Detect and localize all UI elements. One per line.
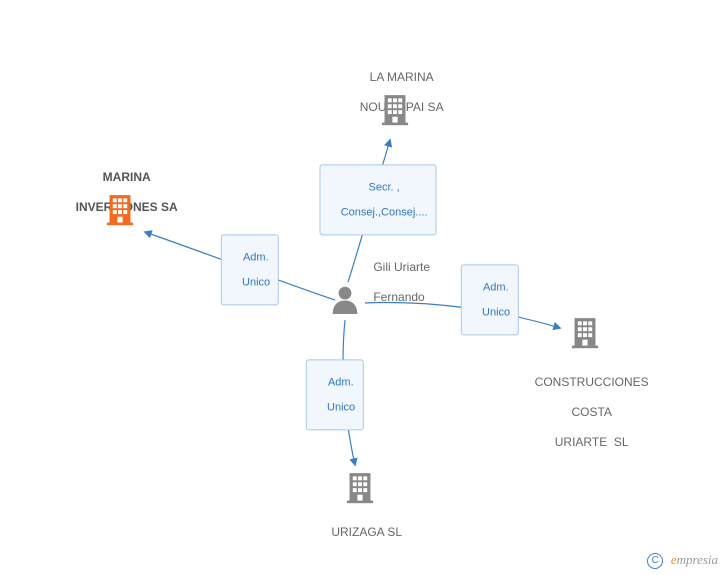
node-label-construcciones: CONSTRUCCIONES COSTA URIARTE SL xyxy=(521,360,648,465)
edge-badge-marina-inv: Adm. Unico xyxy=(221,234,279,305)
footer-branding: C empresia xyxy=(647,552,718,569)
center-name-line2: Fernando xyxy=(373,290,424,304)
brand-rest: mpresia xyxy=(677,552,718,567)
building-icon-construcciones xyxy=(569,316,601,355)
building-icon-urizaga xyxy=(344,471,376,510)
node-label-urizaga: URIZAGA SL xyxy=(318,510,402,555)
building-icon-la-marina xyxy=(379,93,411,132)
edge-badge-construcciones: Adm. Unico xyxy=(461,264,519,335)
center-name-line1: Gili Uriarte xyxy=(373,260,430,274)
person-icon xyxy=(330,285,360,322)
diagram-canvas: Gili Uriarte Fernando MARINA INVERSIONES… xyxy=(0,0,728,575)
edge-badge-urizaga: Adm. Unico xyxy=(306,359,364,430)
edge-badge-la-marina: Secr. , Consej.,Consej.... xyxy=(319,164,436,235)
center-person-label: Gili Uriarte Fernando xyxy=(360,245,430,320)
building-icon-marina-inv xyxy=(104,193,136,232)
copyright-icon: C xyxy=(647,553,663,569)
